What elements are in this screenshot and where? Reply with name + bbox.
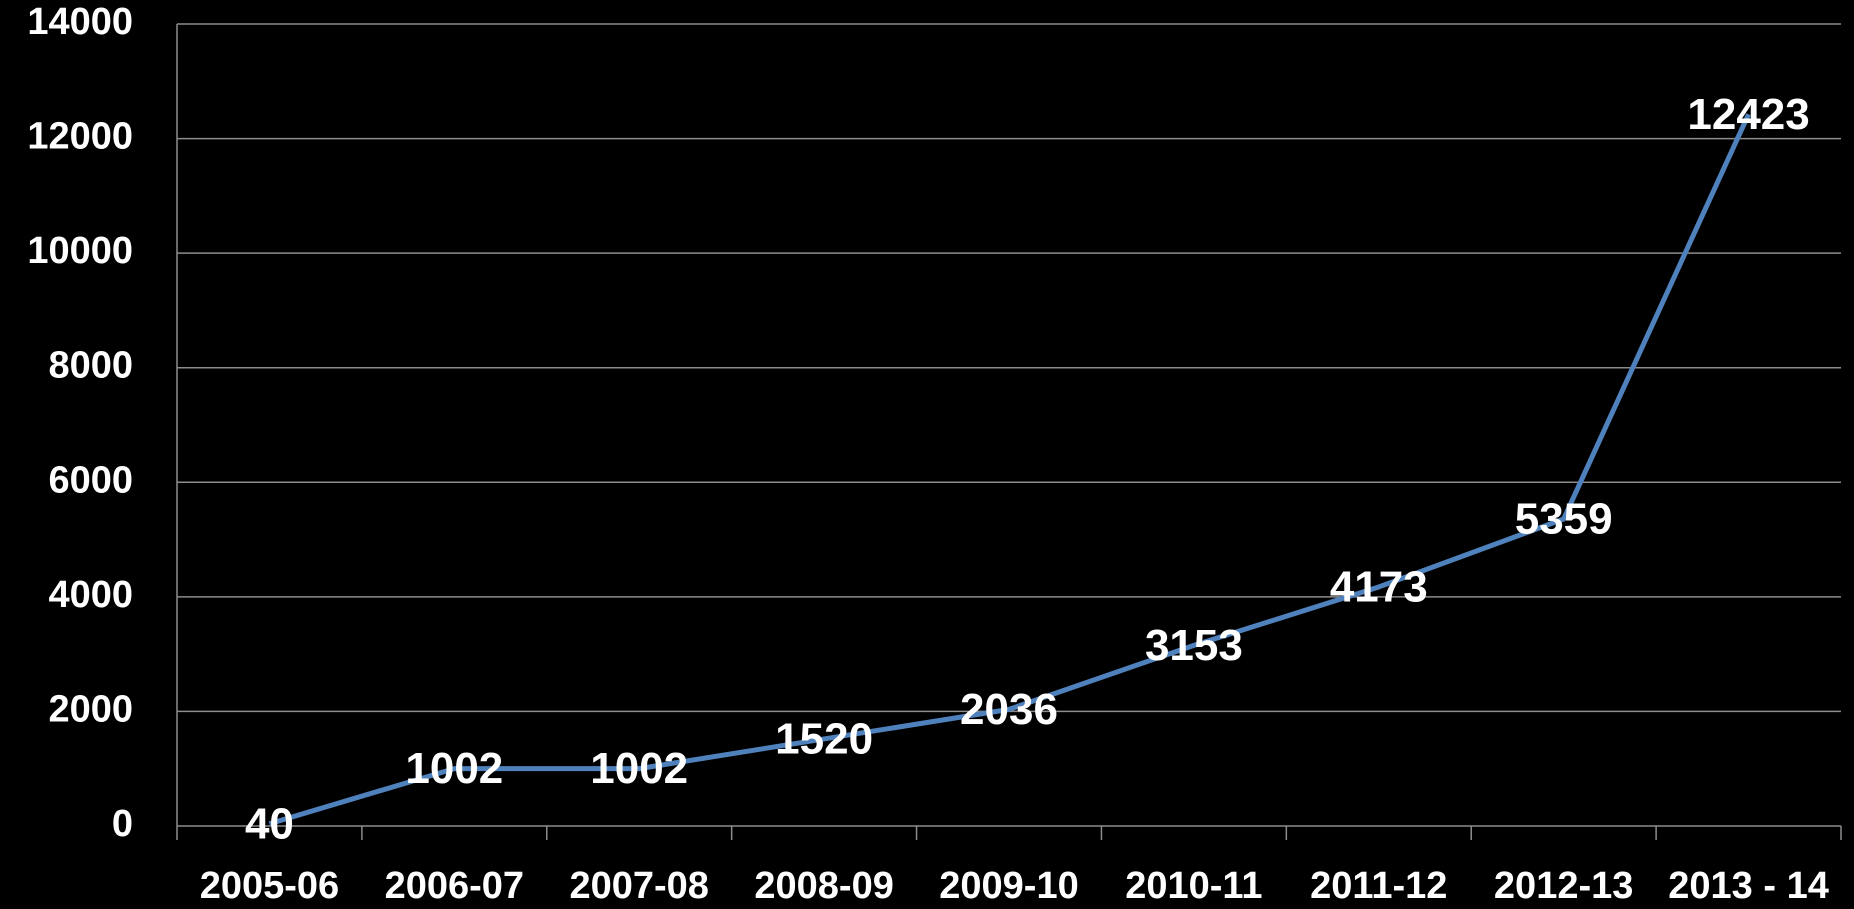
data-label: 1002 bbox=[405, 744, 503, 793]
data-label: 5359 bbox=[1515, 495, 1613, 544]
data-label: 2036 bbox=[960, 685, 1058, 734]
x-tick-label: 2012-13 bbox=[1494, 865, 1633, 907]
x-tick-label: 2006-07 bbox=[385, 865, 524, 907]
data-label: 12423 bbox=[1687, 90, 1809, 139]
x-tick-label: 2008-09 bbox=[754, 865, 893, 907]
y-tick-label: 6000 bbox=[48, 459, 133, 501]
y-tick-label: 12000 bbox=[27, 116, 133, 158]
x-tick-label: 2013 - 14 bbox=[1668, 865, 1829, 907]
y-tick-label: 14000 bbox=[27, 1, 133, 43]
data-label: 1520 bbox=[775, 715, 873, 764]
x-tick-label: 2011-12 bbox=[1310, 865, 1447, 907]
y-tick-label: 2000 bbox=[48, 688, 133, 730]
x-tick-label: 2010-11 bbox=[1125, 865, 1262, 907]
y-tick-label: 10000 bbox=[27, 230, 133, 272]
data-label: 4173 bbox=[1330, 563, 1428, 612]
x-tick-label: 2007-08 bbox=[569, 865, 708, 907]
data-label: 40 bbox=[245, 799, 294, 848]
y-tick-label: 8000 bbox=[48, 345, 133, 387]
x-tick-label: 2009-10 bbox=[939, 865, 1078, 907]
data-label: 3153 bbox=[1145, 621, 1243, 670]
line bbox=[268, 113, 1751, 827]
y-tick-label: 4000 bbox=[48, 574, 133, 616]
x-tick-label: 2005-06 bbox=[200, 865, 339, 907]
data-label: 1002 bbox=[590, 744, 688, 793]
y-tick-label: 0 bbox=[112, 803, 133, 845]
